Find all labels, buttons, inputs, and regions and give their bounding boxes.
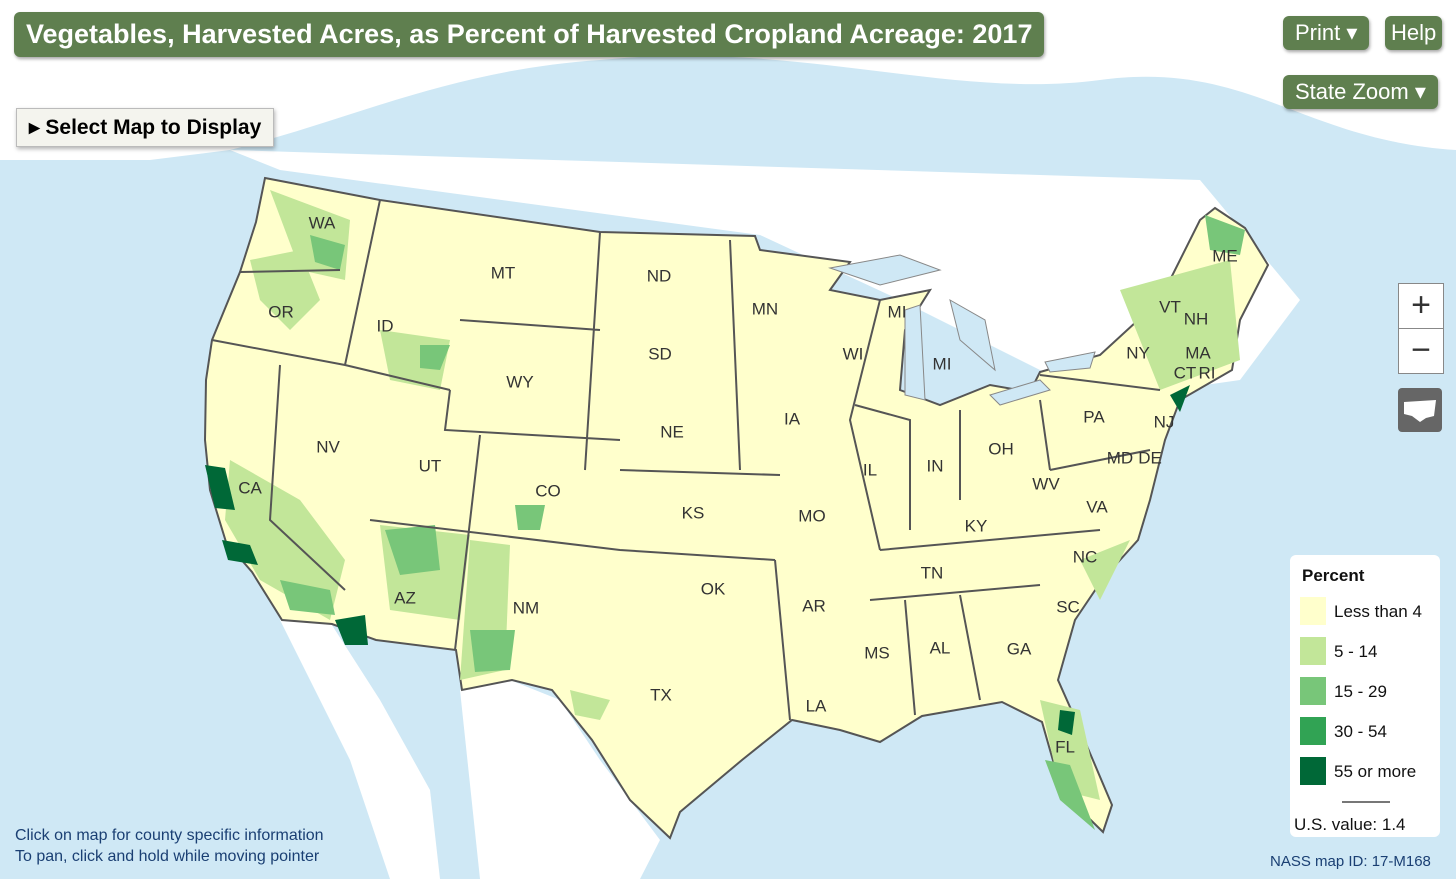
legend-label: 30 - 54: [1334, 722, 1387, 741]
state-label: MA: [1185, 343, 1211, 362]
mexico: [280, 620, 440, 879]
county-shading-high: [205, 385, 1190, 735]
map-id: NASS map ID: 17-M168: [1270, 853, 1431, 870]
great-lakes: [828, 254, 1096, 406]
state-label: IN: [927, 456, 944, 475]
zoom-out[interactable]: −: [1398, 328, 1444, 374]
instruction: Click on map for county specific informa…: [15, 827, 324, 844]
legend-divider: [1342, 801, 1390, 803]
button-label: Print: [1295, 20, 1341, 45]
mexico-east: [460, 680, 660, 879]
state-label: KS: [682, 503, 705, 522]
legend-label: 5 - 14: [1334, 642, 1378, 661]
state-label: NE: [660, 422, 684, 441]
legend-label: Less than 4: [1334, 602, 1422, 621]
legend-swatch: [1300, 637, 1326, 665]
state-label: NJ: [1154, 412, 1175, 431]
state-label: MI: [888, 302, 907, 321]
state-label: VA: [1086, 497, 1108, 516]
legend-swatch: [1300, 717, 1326, 745]
state-borders: [211, 199, 1161, 721]
state-zoom-button[interactable]: State Zoom ▾: [1283, 75, 1438, 109]
state-label: ME: [1212, 246, 1238, 265]
state-label: SC: [1056, 597, 1080, 616]
state-label: NH: [1184, 309, 1209, 328]
help-button[interactable]: Help: [1385, 16, 1443, 50]
state-label: RI: [1199, 363, 1216, 382]
legend-swatch: [1300, 597, 1326, 625]
button-label: Select Map to Display: [45, 116, 262, 139]
legend-title: Percent: [1302, 566, 1365, 585]
state-label: DE: [1138, 448, 1162, 467]
county-shading-mid: [280, 215, 1245, 830]
state-label: PA: [1083, 407, 1105, 426]
us-value: U.S. value: 1.4: [1294, 815, 1406, 834]
legend-label: 55 or more: [1334, 762, 1417, 781]
state-label: CO: [535, 481, 561, 500]
state-label: IA: [784, 409, 801, 428]
legend: Percent U.S. value: 1.4 Less than 4 5 - 1…: [1290, 555, 1440, 837]
state-label: WY: [506, 372, 533, 391]
state-label: MN: [752, 299, 778, 318]
state-label: CA: [238, 478, 262, 497]
state-label: KY: [965, 516, 988, 535]
state-label: TX: [650, 685, 672, 704]
select-map-button[interactable]: ▸ Select Map to Display: [16, 108, 275, 147]
full-extent-button[interactable]: [1398, 388, 1442, 432]
state-label: NM: [513, 598, 539, 617]
state-label: ND: [647, 266, 672, 285]
state-label: MI: [933, 354, 952, 373]
state-label: OR: [268, 302, 294, 321]
state-label: WV: [1032, 474, 1060, 493]
button-label: State Zoom: [1295, 79, 1409, 104]
state-label: UT: [419, 456, 442, 475]
legend-swatch: [1300, 677, 1326, 705]
state-label: AL: [930, 638, 951, 657]
state-label: SD: [648, 344, 672, 363]
state-label: IL: [863, 460, 877, 479]
us-icon: [1404, 400, 1436, 422]
state-label: NC: [1073, 547, 1098, 566]
state-label: MT: [491, 263, 516, 282]
state-label: OK: [701, 579, 726, 598]
county-shading: [225, 190, 1240, 800]
instruction: To pan, click and hold while moving poin…: [15, 848, 320, 865]
zoom-in[interactable]: +: [1398, 283, 1444, 329]
state-label: CT: [1174, 363, 1197, 382]
legend-label: 15 - 29: [1334, 682, 1387, 701]
state-label: FL: [1055, 737, 1075, 756]
state-label: TN: [921, 563, 944, 582]
state-label: WA: [309, 213, 336, 232]
state-label: LA: [806, 696, 827, 715]
state-label: WI: [843, 344, 864, 363]
map-title: Vegetables, Harvested Acres, as Percent …: [14, 12, 1045, 57]
state-label: NY: [1126, 343, 1150, 362]
state-label: VT: [1159, 297, 1181, 316]
state-label: AZ: [394, 588, 416, 607]
state-label: ID: [377, 316, 394, 335]
state-label: OH: [988, 439, 1014, 458]
legend-swatch: [1300, 757, 1326, 785]
canada-land: [230, 150, 1300, 400]
print-button[interactable]: Print ▾: [1283, 16, 1370, 50]
state-label: MO: [798, 506, 825, 525]
state-label: NV: [316, 437, 340, 456]
state-label: MS: [864, 643, 890, 662]
state-label: GA: [1007, 639, 1032, 658]
state-label: MD: [1107, 448, 1133, 467]
state-label: AR: [802, 596, 826, 615]
